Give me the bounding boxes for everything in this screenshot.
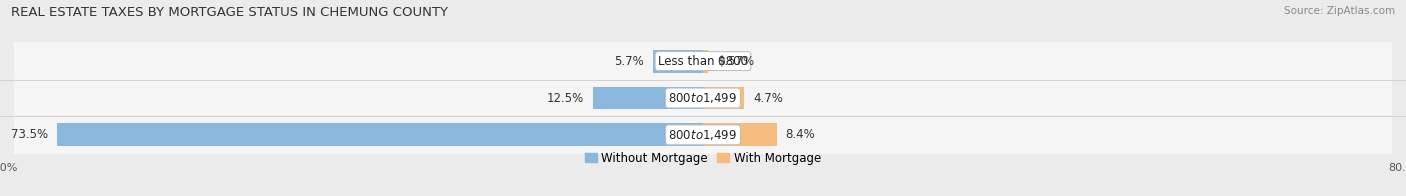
- Bar: [703, 50, 709, 73]
- FancyBboxPatch shape: [14, 116, 1392, 154]
- Text: 0.57%: 0.57%: [717, 55, 754, 68]
- Bar: [58, 123, 703, 146]
- FancyBboxPatch shape: [14, 42, 1392, 80]
- Text: $800 to $1,499: $800 to $1,499: [668, 128, 738, 142]
- Bar: [593, 87, 703, 109]
- Text: $800 to $1,499: $800 to $1,499: [668, 91, 738, 105]
- FancyBboxPatch shape: [14, 79, 1392, 117]
- Text: 4.7%: 4.7%: [754, 92, 783, 104]
- Legend: Without Mortgage, With Mortgage: Without Mortgage, With Mortgage: [585, 152, 821, 165]
- Text: 5.7%: 5.7%: [614, 55, 644, 68]
- Text: Less than $800: Less than $800: [658, 55, 748, 68]
- Text: 73.5%: 73.5%: [11, 128, 48, 141]
- Text: 8.4%: 8.4%: [786, 128, 815, 141]
- Bar: [703, 87, 744, 109]
- Text: 12.5%: 12.5%: [547, 92, 585, 104]
- Bar: [652, 50, 703, 73]
- Text: Source: ZipAtlas.com: Source: ZipAtlas.com: [1284, 6, 1395, 16]
- Text: REAL ESTATE TAXES BY MORTGAGE STATUS IN CHEMUNG COUNTY: REAL ESTATE TAXES BY MORTGAGE STATUS IN …: [11, 6, 449, 19]
- Bar: [703, 123, 778, 146]
